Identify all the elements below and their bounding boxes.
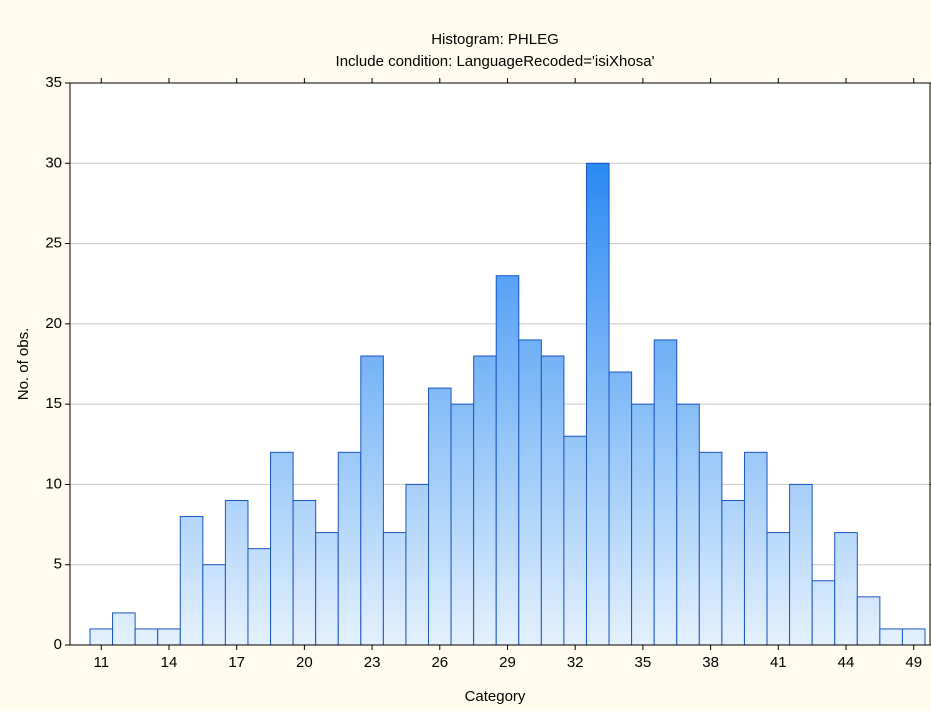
x-tick-label: 41: [770, 654, 787, 671]
bar: [834, 532, 858, 646]
x-tick-label: 23: [364, 654, 381, 671]
y-tick-label: 15: [45, 395, 62, 412]
bar: [224, 499, 249, 646]
bar: [134, 628, 159, 646]
x-tick-label: 20: [296, 654, 313, 671]
x-tick-label: 26: [431, 654, 448, 671]
plot: 0 5 10 15 20 25 30 35 11 14 17 20 23 26 29 32 35 38 41 44 49: [45, 74, 931, 671]
chart-title: Histogram: PHLEG: [431, 31, 559, 48]
bar: [382, 532, 407, 646]
bar: [721, 499, 745, 646]
bar: [112, 612, 136, 646]
bar: [157, 628, 181, 646]
y-tick-label: 30: [45, 154, 62, 171]
bar: [179, 516, 204, 646]
x-tick-label: 49: [905, 654, 922, 671]
bar: [337, 451, 362, 646]
x-tick-label: 11: [93, 654, 109, 671]
y-axis-label: No. of obs.: [15, 328, 32, 401]
x-tick-label: 17: [228, 654, 245, 671]
x-tick-label: 44: [838, 654, 855, 671]
bar: [811, 580, 836, 646]
x-tick-label: 38: [702, 654, 719, 671]
bar: [202, 564, 226, 646]
bar: [698, 451, 723, 646]
bar: [292, 499, 317, 646]
bar: [653, 339, 678, 646]
bar: [518, 339, 542, 646]
bar: [89, 628, 114, 646]
y-tick-label: 5: [54, 556, 62, 573]
bar: [901, 628, 926, 646]
bar: [879, 628, 903, 646]
bar: [360, 355, 384, 646]
x-tick-label: 29: [499, 654, 516, 671]
x-axis-label: Category: [465, 688, 526, 705]
bar: [428, 387, 452, 646]
bar: [631, 403, 655, 646]
bar: [585, 162, 610, 646]
bar: [743, 451, 768, 646]
plot-frame: [69, 82, 931, 646]
bar: [563, 435, 587, 646]
bar: [856, 596, 881, 646]
bar: [766, 532, 791, 646]
y-tick-label: 35: [45, 74, 62, 91]
x-tick-label: 14: [161, 654, 178, 671]
bar: [450, 403, 475, 646]
bar: [315, 532, 339, 646]
bar: [247, 548, 272, 646]
bar: [405, 483, 430, 646]
chart-subtitle: Include condition: LanguageRecoded='isiX…: [336, 53, 655, 70]
bar: [608, 371, 633, 646]
y-tick-label: 0: [54, 636, 62, 653]
bar: [270, 451, 294, 646]
y-tick-label: 10: [45, 475, 62, 492]
bar: [540, 355, 565, 646]
bar: [789, 483, 813, 646]
y-tick-label: 20: [45, 315, 62, 332]
x-tick-label: 32: [567, 654, 584, 671]
bar: [676, 403, 700, 646]
x-tick-label: 35: [635, 654, 652, 671]
bar: [473, 355, 497, 646]
y-tick-label: 25: [45, 235, 62, 252]
bar: [495, 275, 520, 646]
